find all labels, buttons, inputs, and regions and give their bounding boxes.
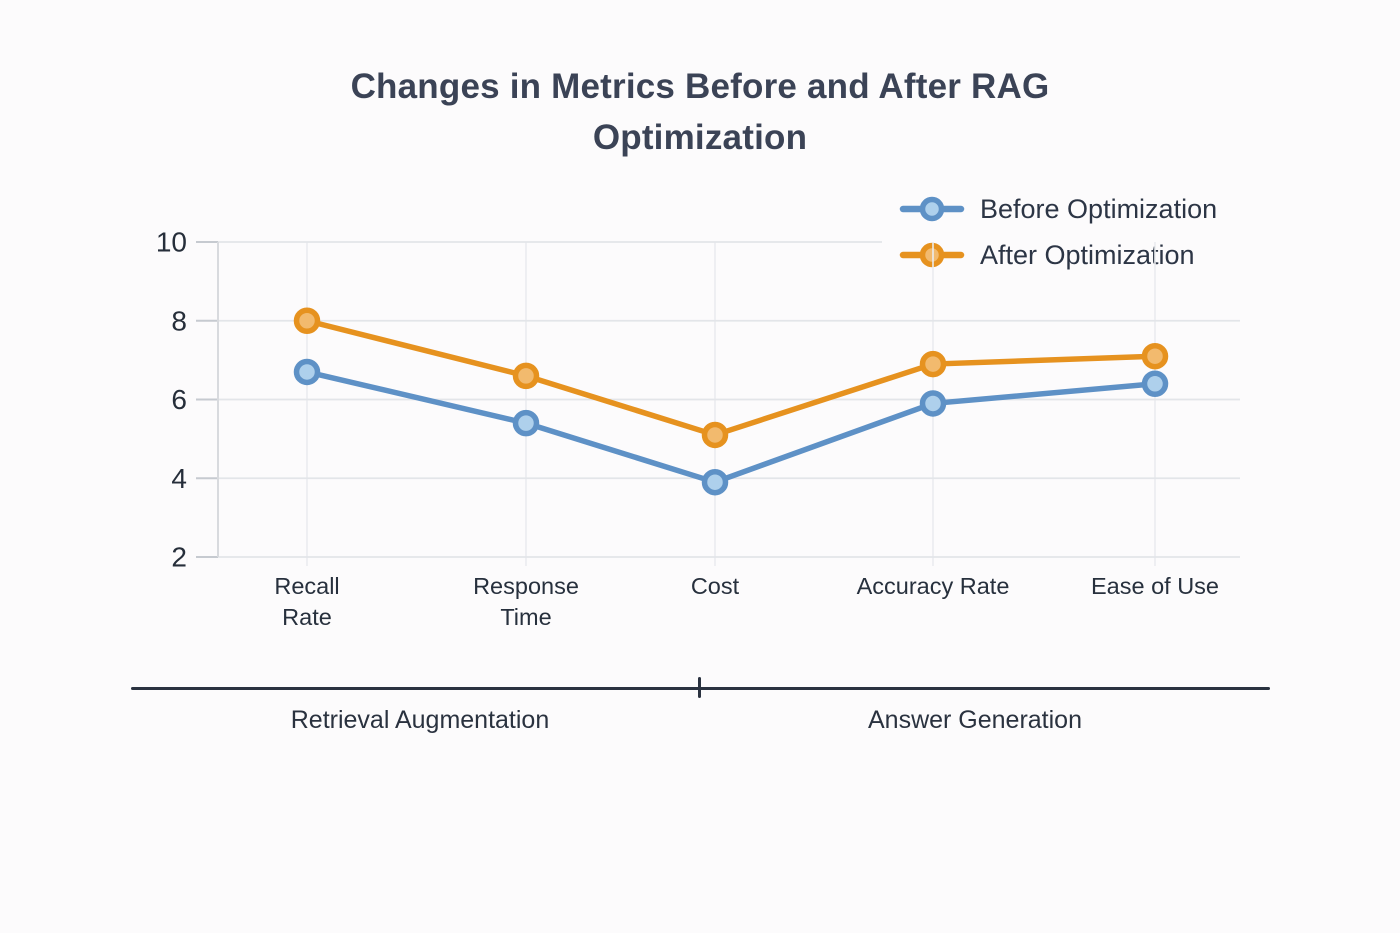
legend-line-marker-icon [899, 242, 965, 268]
legend-label-after: After Optimization [980, 239, 1195, 270]
legend: Before Optimization After Optimization [899, 186, 1217, 278]
y-tick-label: 8 [171, 305, 187, 336]
legend-item-after: After Optimization [899, 232, 1217, 278]
group-label-retrieval-augmentation: Retrieval Augmentation [290, 706, 550, 734]
group-label-answer-generation: Answer Generation [867, 706, 1082, 734]
y-tick-label: 6 [171, 384, 187, 415]
data-point-marker [512, 409, 540, 437]
data-point-marker [512, 362, 540, 390]
legend-marker [919, 196, 945, 222]
data-point-marker [293, 358, 321, 386]
legend-marker [919, 242, 945, 268]
data-point-marker [1141, 370, 1169, 397]
data-point-marker [293, 307, 321, 334]
series-line [304, 318, 1158, 438]
data-point-marker [701, 468, 729, 496]
y-tick-label: 2 [171, 542, 187, 573]
series-after-optimization [293, 307, 1169, 449]
legend-label-before: Before Optimization [980, 193, 1218, 224]
data-point-marker [1141, 342, 1169, 370]
y-tick-label: 10 [156, 227, 187, 258]
legend-item-before: Before Optimization [899, 186, 1217, 232]
data-point-marker [919, 350, 947, 378]
legend-line-marker-icon [899, 196, 965, 222]
data-point-marker [919, 390, 947, 417]
chart-title: Changes in Metrics Before and After RAG … [350, 67, 1050, 157]
series-before-optimization [293, 358, 1169, 496]
data-point-marker [701, 421, 729, 449]
y-tick-label: 4 [171, 463, 187, 494]
group-divider-tick [698, 677, 701, 698]
